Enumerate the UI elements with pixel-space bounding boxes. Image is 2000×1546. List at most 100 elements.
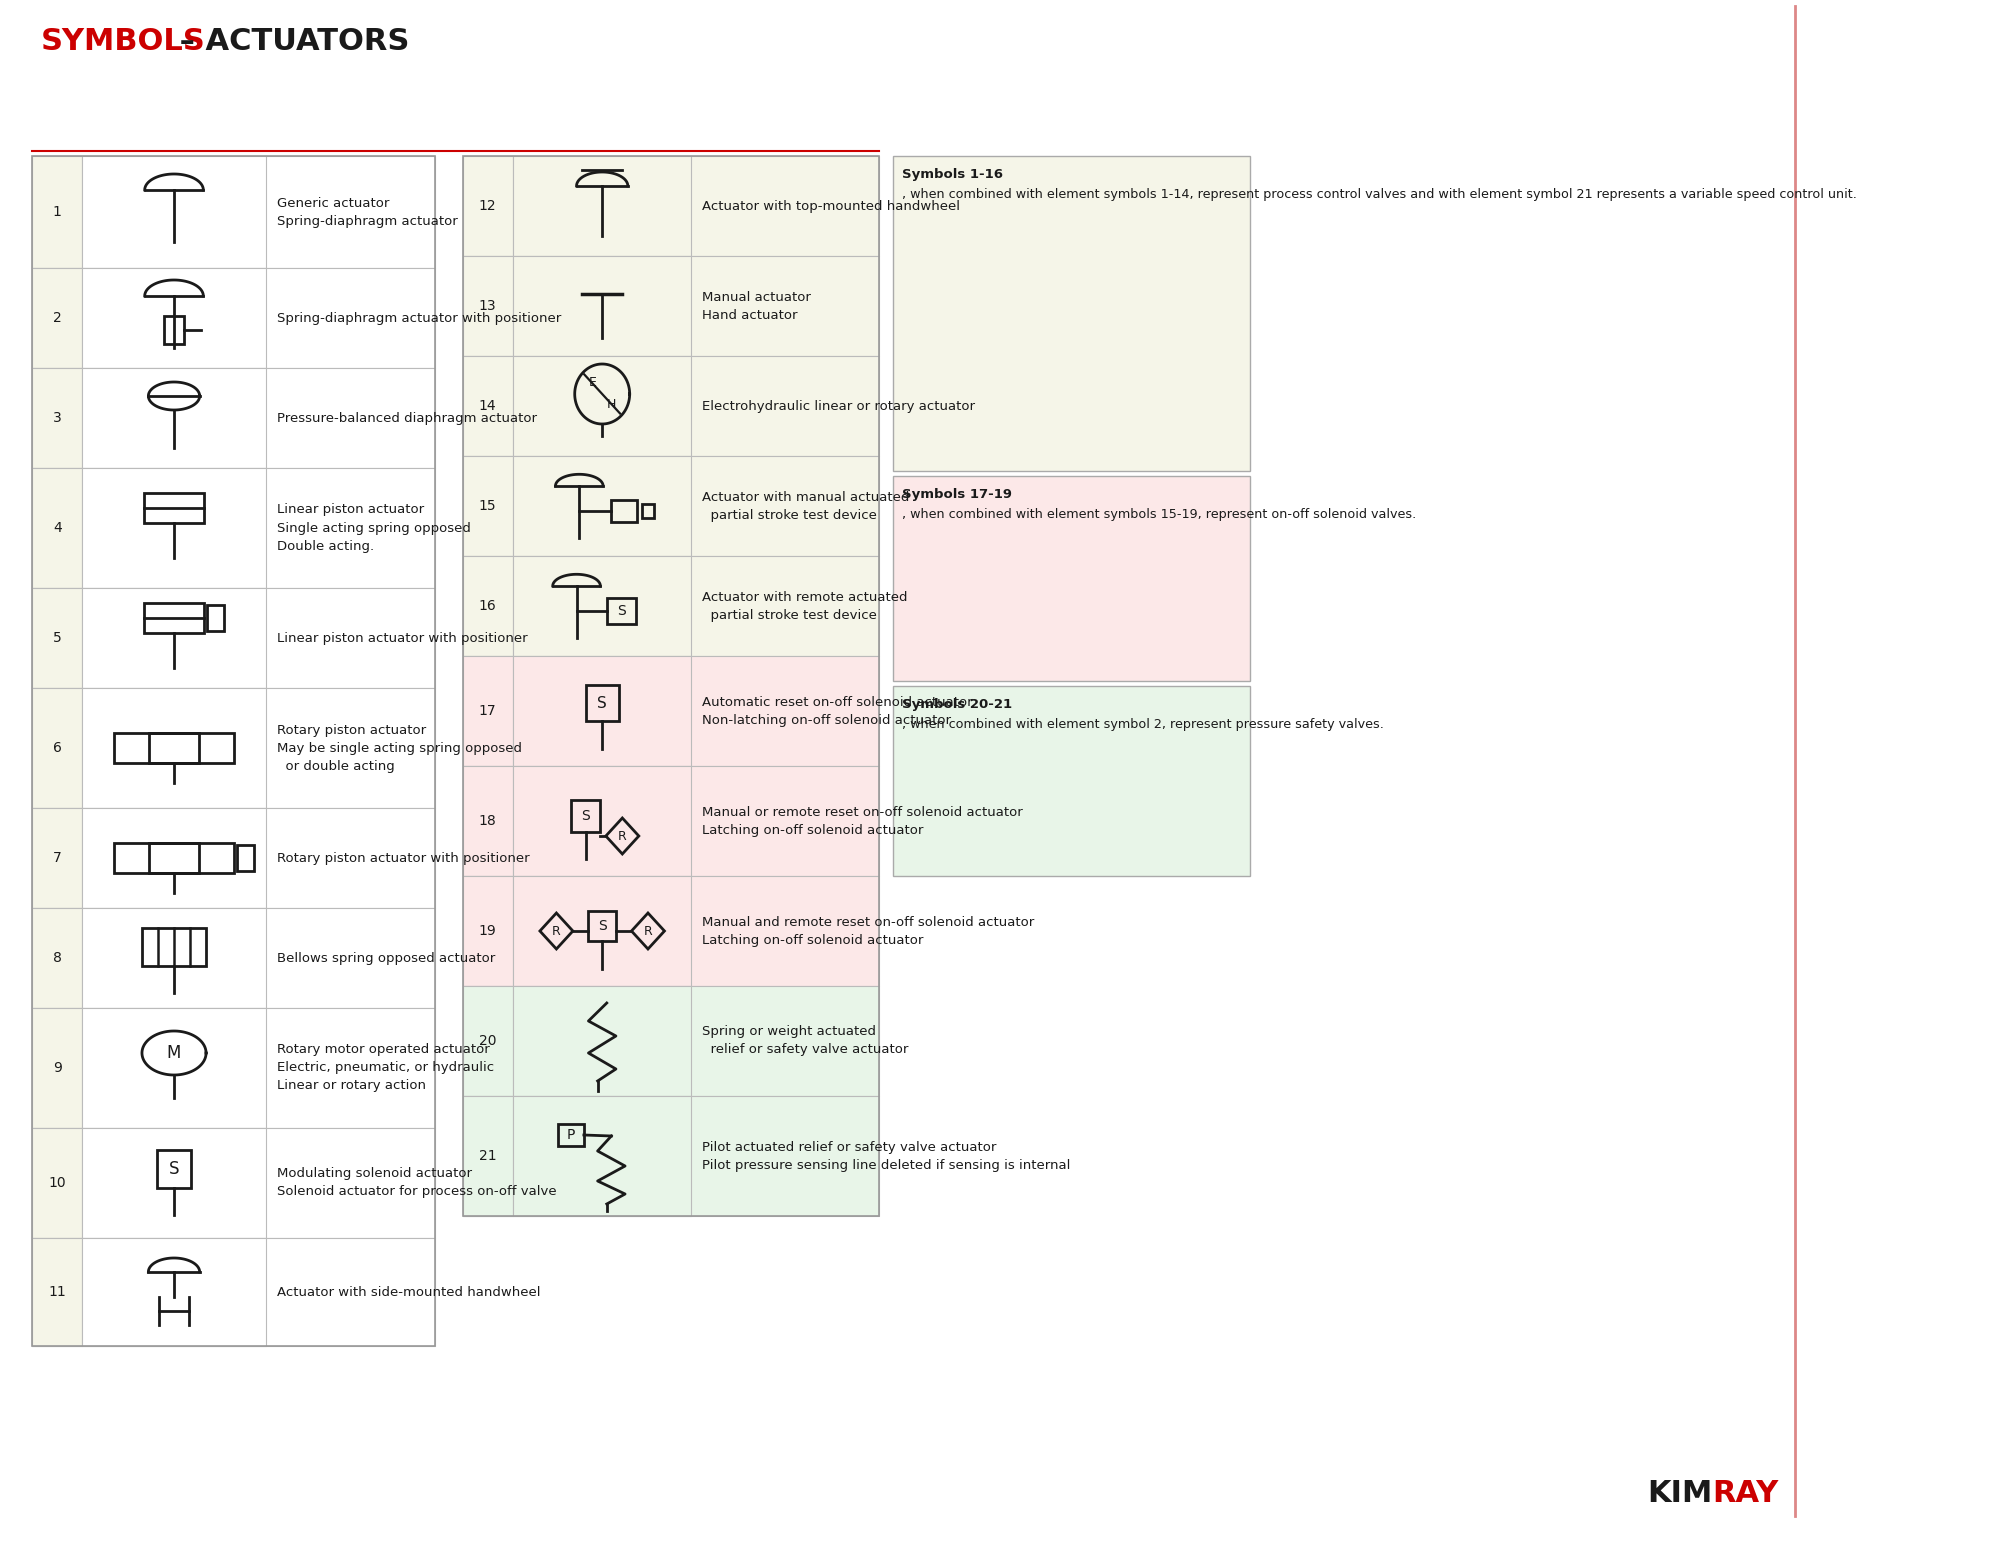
Text: Symbols 20-21: Symbols 20-21 [902, 697, 1012, 711]
Text: 13: 13 [478, 298, 496, 312]
Bar [142, 928, 206, 966]
Bar [32, 809, 82, 908]
Bar [462, 656, 512, 765]
Bar [32, 267, 82, 368]
Bar [32, 1129, 436, 1238]
Text: Modulating solenoid actuator
Solenoid actuator for process on-off valve: Modulating solenoid actuator Solenoid ac… [276, 1167, 556, 1198]
Bar [32, 688, 436, 809]
Bar [32, 1129, 82, 1238]
Bar [144, 603, 204, 632]
Text: Manual and remote reset on-off solenoid actuator
Latching on-off solenoid actuat: Manual and remote reset on-off solenoid … [702, 915, 1034, 946]
Text: Pilot actuated relief or safety valve actuator
Pilot pressure sensing line delet: Pilot actuated relief or safety valve ac… [702, 1141, 1070, 1172]
Bar [114, 733, 234, 764]
Bar [588, 911, 616, 942]
Bar [462, 356, 880, 456]
Text: Spring-diaphragm actuator with positioner: Spring-diaphragm actuator with positione… [276, 311, 560, 325]
Bar [606, 598, 636, 625]
Bar [462, 765, 512, 877]
Text: Actuator with top-mounted handwheel: Actuator with top-mounted handwheel [702, 199, 960, 212]
Text: Actuator with remote actuated
  partial stroke test device: Actuator with remote actuated partial st… [702, 591, 908, 621]
Bar [32, 1008, 82, 1129]
Text: – ACTUATORS: – ACTUATORS [170, 26, 410, 56]
Text: Generic actuator
Spring-diaphragm actuator: Generic actuator Spring-diaphragm actuat… [276, 196, 458, 227]
Bar [512, 1096, 692, 1217]
Bar [892, 686, 1250, 877]
Text: 2: 2 [52, 311, 62, 325]
Text: Symbols 17-19: Symbols 17-19 [902, 489, 1012, 501]
Text: Electrohydraulic linear or rotary actuator: Electrohydraulic linear or rotary actuat… [702, 399, 976, 413]
Text: Actuator with side-mounted handwheel: Actuator with side-mounted handwheel [276, 1286, 540, 1299]
Bar [82, 908, 266, 1008]
Text: P: P [566, 1129, 576, 1142]
Bar [82, 688, 266, 809]
Bar [892, 156, 1250, 472]
Bar [82, 267, 266, 368]
Text: Actuator with manual actuated
  partial stroke test device: Actuator with manual actuated partial st… [702, 490, 910, 521]
Bar [462, 257, 880, 356]
Bar [32, 156, 436, 267]
Bar [208, 604, 224, 631]
Bar [32, 156, 82, 267]
Text: Symbols 1-16: Symbols 1-16 [902, 169, 1004, 181]
Text: , when combined with element symbols 15-19, represent on-off solenoid valves.: , when combined with element symbols 15-… [902, 509, 1416, 521]
Text: 14: 14 [478, 399, 496, 413]
Bar [462, 456, 512, 557]
Text: M: M [166, 1044, 182, 1062]
Bar [32, 156, 436, 1347]
Text: R: R [618, 830, 626, 843]
Text: Manual actuator
Hand actuator: Manual actuator Hand actuator [702, 291, 812, 322]
Bar [32, 587, 82, 688]
Bar [462, 986, 512, 1096]
Bar [32, 688, 82, 809]
Text: 4: 4 [52, 521, 62, 535]
Text: 8: 8 [52, 951, 62, 965]
Text: Linear piston actuator
Single acting spring opposed
Double acting.: Linear piston actuator Single acting spr… [276, 504, 470, 552]
Text: SYMBOLS: SYMBOLS [42, 26, 206, 56]
Bar [462, 156, 880, 257]
Bar [238, 846, 254, 870]
Bar [462, 656, 880, 765]
Bar [82, 1129, 266, 1238]
Text: R: R [552, 925, 560, 937]
Bar [462, 557, 512, 656]
Bar [144, 493, 204, 523]
Bar [32, 267, 436, 368]
Bar [32, 1008, 436, 1129]
Text: 15: 15 [478, 499, 496, 513]
Bar [512, 765, 692, 877]
Text: 20: 20 [478, 1034, 496, 1048]
Text: S: S [582, 809, 590, 822]
Text: Rotary motor operated actuator
Electric, pneumatic, or hydraulic
Linear or rotar: Rotary motor operated actuator Electric,… [276, 1044, 494, 1093]
Bar [82, 1238, 266, 1347]
Bar [32, 908, 436, 1008]
Bar [32, 468, 82, 587]
Bar [892, 476, 1250, 680]
Bar [462, 1096, 880, 1217]
Bar [572, 799, 600, 832]
Text: E: E [590, 376, 596, 388]
Bar [82, 587, 266, 688]
Bar [148, 733, 200, 764]
Text: 17: 17 [478, 703, 496, 717]
Bar [642, 504, 654, 518]
Bar [512, 356, 692, 456]
Text: , when combined with element symbol 2, represent pressure safety valves.: , when combined with element symbol 2, r… [902, 717, 1384, 731]
Text: S: S [168, 1160, 180, 1178]
Bar [32, 1238, 436, 1347]
Text: 16: 16 [478, 598, 496, 614]
Text: 21: 21 [478, 1149, 496, 1163]
Text: Spring or weight actuated
  relief or safety valve actuator: Spring or weight actuated relief or safe… [702, 1025, 908, 1056]
Bar [512, 156, 692, 257]
Text: Automatic reset on-off solenoid actuator
Non-latching on-off solenoid actuator: Automatic reset on-off solenoid actuator… [702, 696, 974, 727]
Text: 19: 19 [478, 925, 496, 938]
Bar [512, 656, 692, 765]
Bar [462, 877, 880, 986]
Text: 5: 5 [52, 631, 62, 645]
Bar [462, 156, 880, 1217]
Bar [156, 1150, 192, 1187]
Text: R: R [644, 925, 652, 937]
Text: Bellows spring opposed actuator: Bellows spring opposed actuator [276, 951, 494, 965]
Bar [512, 456, 692, 557]
Text: Pressure-balanced diaphragm actuator: Pressure-balanced diaphragm actuator [276, 411, 536, 425]
Bar [512, 557, 692, 656]
